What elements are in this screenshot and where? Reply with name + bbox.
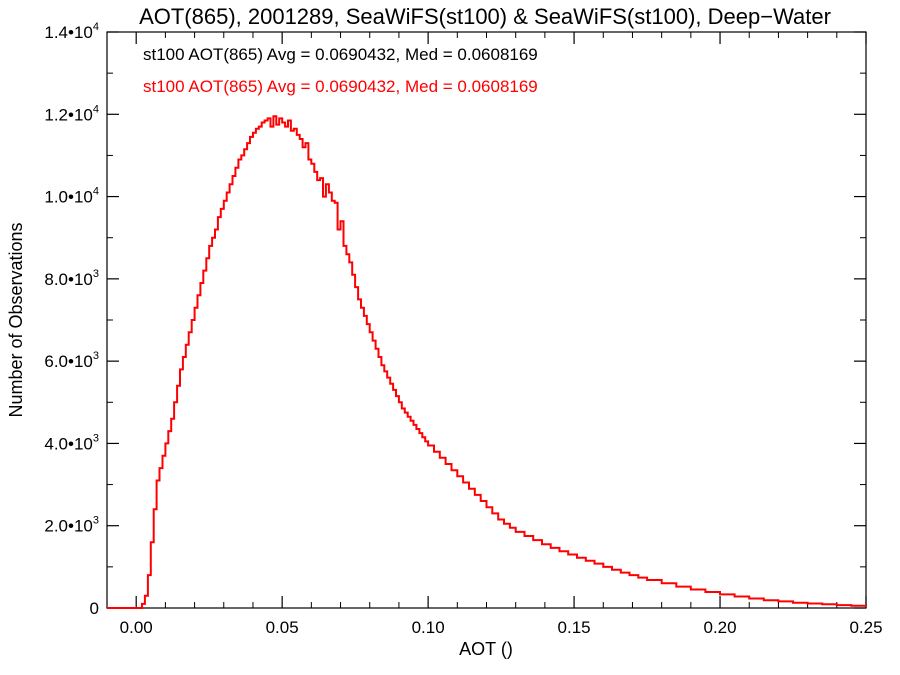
y-tick-label-2: 4.0•103 [44, 432, 99, 453]
annotation-red: st100 AOT(865) Avg = 0.0690432, Med = 0.… [143, 77, 538, 96]
series-line-st100 [107, 115, 867, 609]
x-tick-label-4: 0.20 [703, 618, 736, 637]
y-tick-label-7: 1.4•104 [44, 21, 99, 42]
annotation-black: st100 AOT(865) Avg = 0.0690432, Med = 0.… [143, 45, 538, 64]
y-tick-label-0: 0 [90, 599, 99, 618]
x-tick-label-0: 0.00 [120, 618, 153, 637]
y-tick-label-5: 1.0•104 [44, 186, 99, 207]
x-axis: 0.00 0.05 0.10 0.15 0.20 0.25 [120, 32, 883, 637]
y-axis: 0 2.0•103 4.0•103 6.0•103 8.0•103 1.0•104 1.2•… [44, 21, 866, 618]
x-tick-label-1: 0.05 [266, 618, 299, 637]
y-tick-label-4: 8.0•103 [44, 268, 99, 289]
chart-title: AOT(865), 2001289, SeaWiFS(st100) & SeaW… [139, 4, 831, 29]
x-axis-label: AOT () [459, 639, 513, 659]
plot-frame [106, 31, 867, 609]
y-tick-label-3: 6.0•103 [44, 350, 99, 371]
y-tick-label-1: 2.0•103 [44, 515, 99, 536]
y-tick-label-6: 1.2•104 [44, 103, 99, 124]
y-axis-label: Number of Observations [6, 222, 26, 417]
x-tick-label-3: 0.15 [558, 618, 591, 637]
x-tick-label-5: 0.25 [849, 618, 882, 637]
x-tick-label-2: 0.10 [412, 618, 445, 637]
